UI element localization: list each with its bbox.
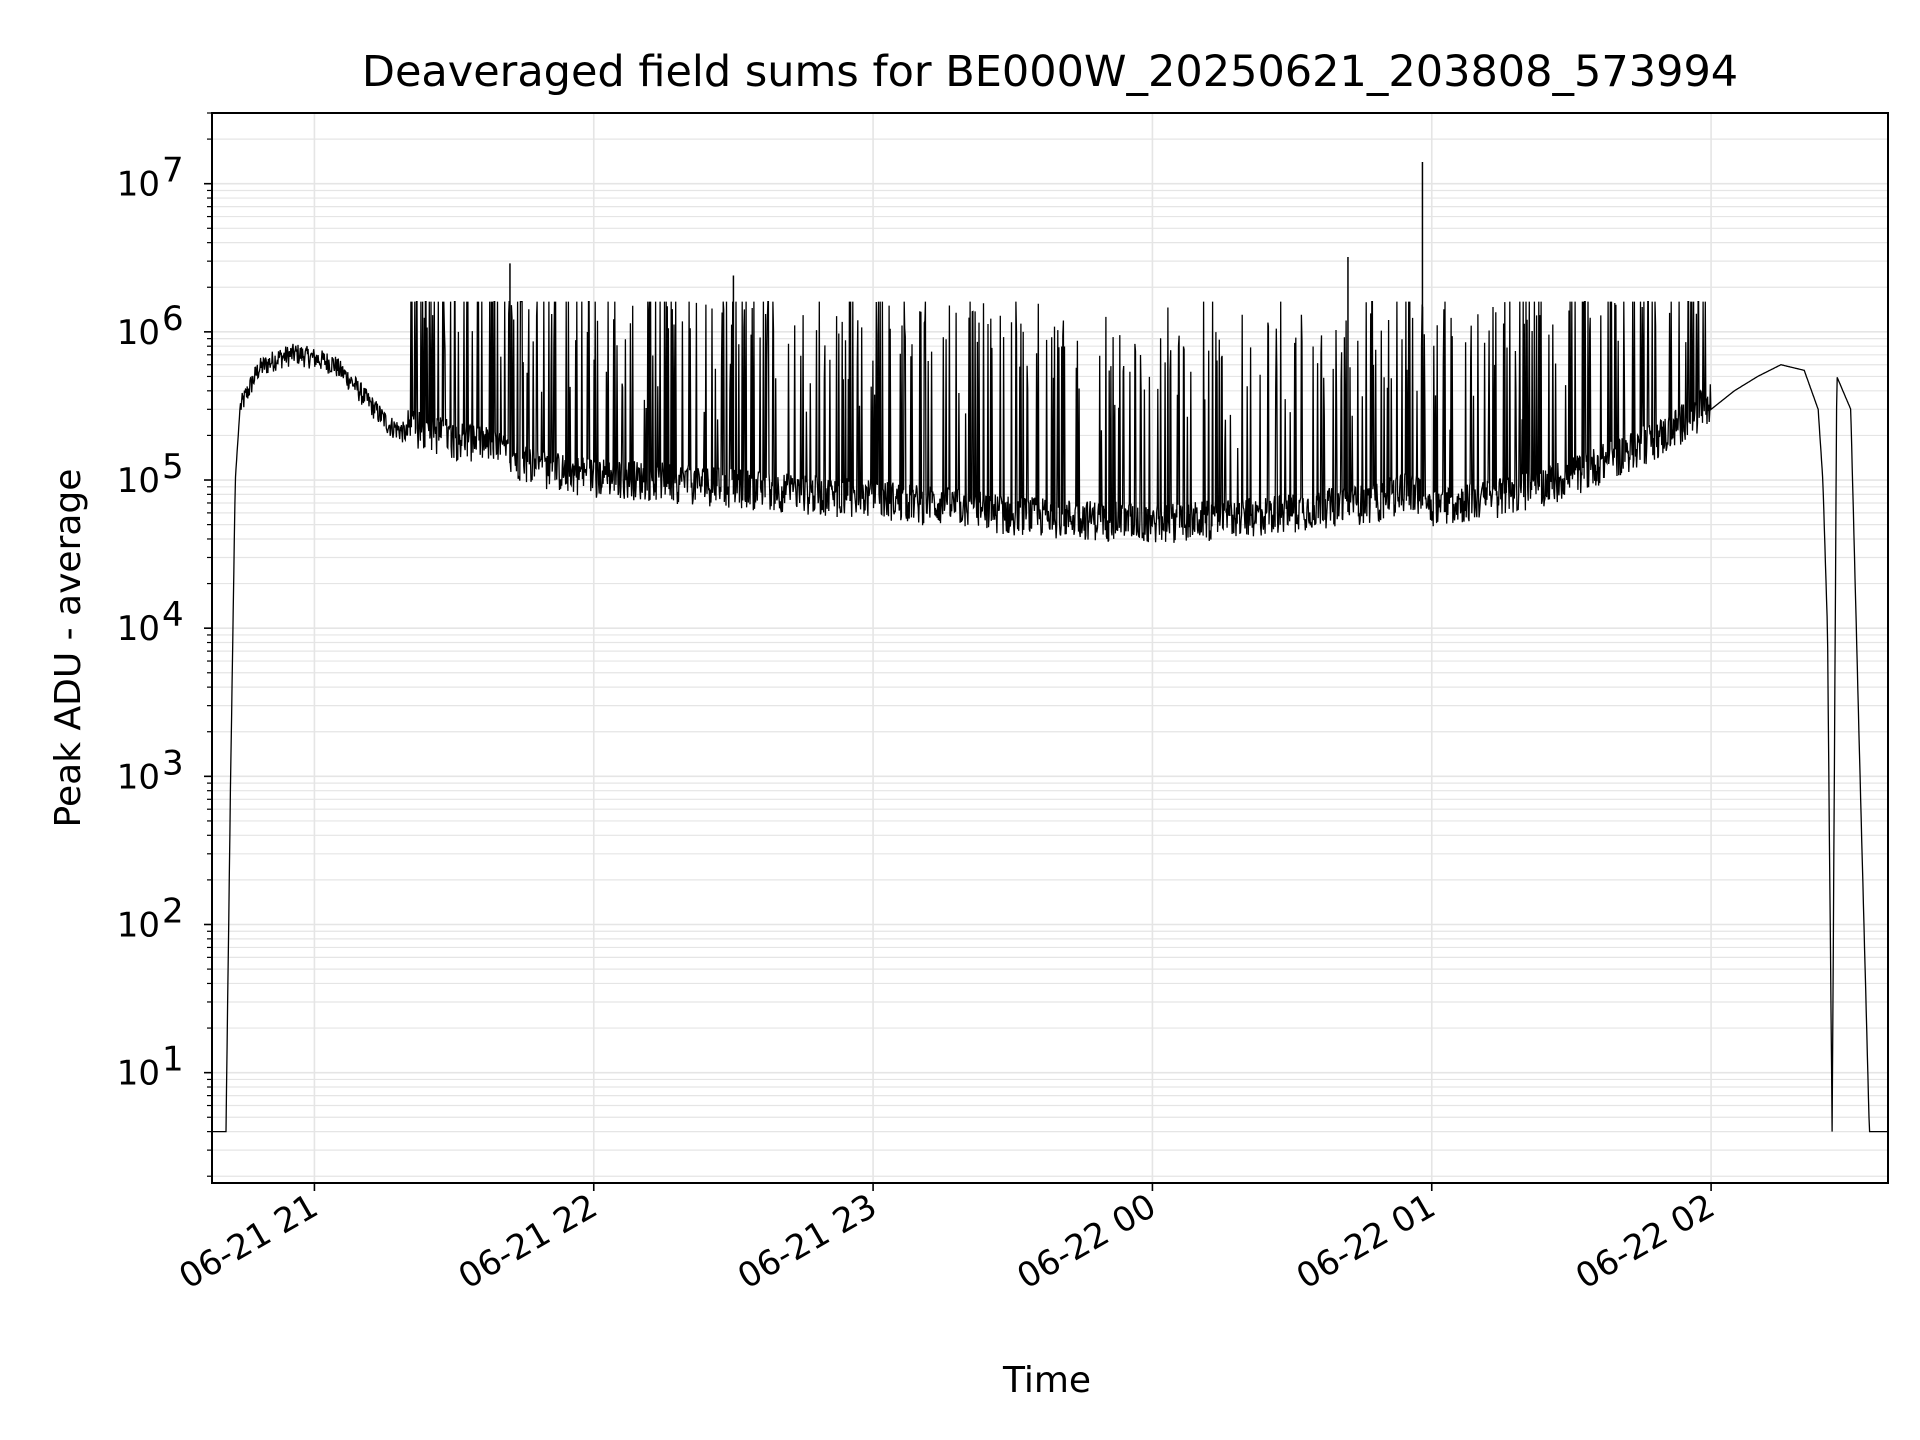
y-tick-exponent: 1 bbox=[162, 1040, 184, 1080]
y-tick-label: 10 bbox=[117, 757, 160, 797]
y-tick-label: 10 bbox=[117, 905, 160, 945]
y-tick-label: 10 bbox=[117, 1054, 160, 1094]
y-tick-label: 10 bbox=[117, 609, 160, 649]
chart-title: Deaveraged field sums for BE000W_2025062… bbox=[362, 47, 1738, 97]
y-tick-label: 10 bbox=[117, 165, 160, 205]
grid bbox=[212, 112, 1888, 1183]
x-axis-label: Time bbox=[1002, 1360, 1091, 1401]
y-tick-exponent: 7 bbox=[162, 151, 184, 191]
plot-frame bbox=[211, 112, 1889, 1184]
y-tick-exponent: 3 bbox=[162, 743, 184, 783]
y-tick-exponent: 6 bbox=[162, 299, 184, 339]
y-tick-exponent: 5 bbox=[162, 447, 184, 487]
y-tick-exponent: 2 bbox=[162, 891, 184, 931]
series-line bbox=[212, 300, 1888, 1133]
y-tick-label: 10 bbox=[117, 313, 160, 353]
y-tick-label: 10 bbox=[117, 461, 160, 501]
series-line-layer bbox=[212, 162, 1888, 1133]
y-axis-label: Peak ADU - average bbox=[48, 469, 89, 828]
y-tick-exponent: 4 bbox=[162, 595, 184, 635]
